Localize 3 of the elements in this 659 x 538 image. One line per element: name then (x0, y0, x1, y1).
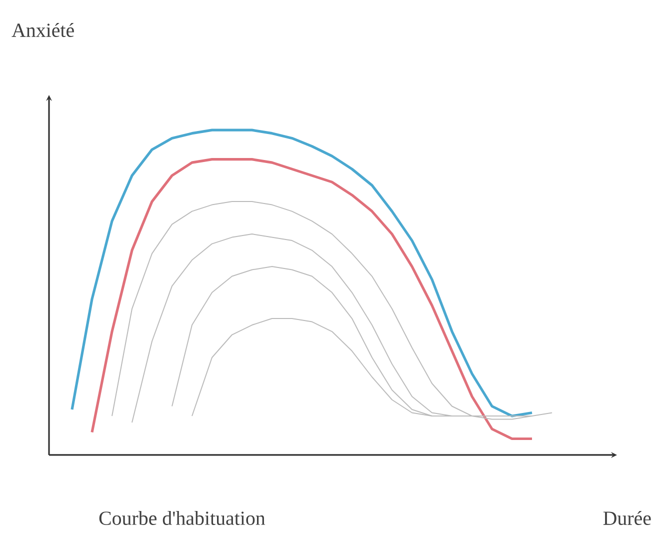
text: Courbe d'habituation (99, 510, 266, 525)
x-axis-title: Durée (603, 510, 651, 525)
y-axis-title: Anxiété (12, 22, 74, 38)
